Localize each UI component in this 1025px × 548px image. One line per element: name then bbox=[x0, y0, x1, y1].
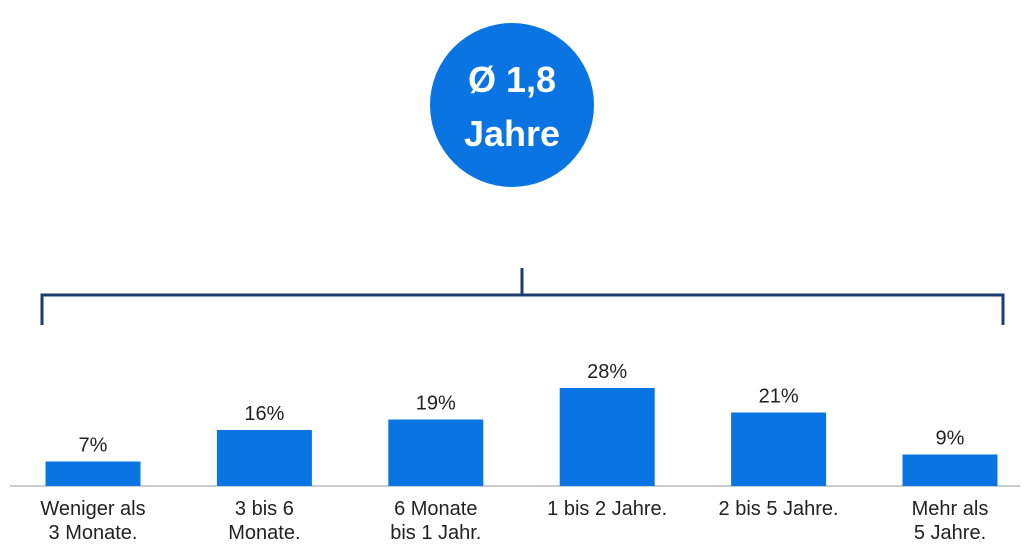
category-label: Weniger als bbox=[40, 498, 145, 520]
bar bbox=[559, 388, 655, 486]
value-label: 9% bbox=[936, 428, 965, 450]
value-label: 16% bbox=[244, 403, 284, 425]
category-label: 3 Monate. bbox=[49, 522, 138, 544]
average-unit: Jahre bbox=[464, 113, 560, 154]
value-label: 7% bbox=[79, 435, 108, 457]
average-badge bbox=[430, 23, 594, 187]
category-label: Monate. bbox=[228, 522, 300, 544]
category-label: 5 Jahre. bbox=[914, 522, 986, 544]
category-label: 6 Monate bbox=[394, 498, 477, 520]
value-label: 21% bbox=[759, 386, 799, 408]
bracket bbox=[40, 268, 1005, 325]
category-label: 2 bis 5 Jahre. bbox=[719, 498, 839, 520]
bar bbox=[388, 419, 484, 486]
bar bbox=[45, 461, 141, 486]
bar bbox=[216, 430, 312, 486]
category-label: bis 1 Jahr. bbox=[390, 522, 481, 544]
category-label: 1 bis 2 Jahre. bbox=[547, 498, 667, 520]
bar bbox=[902, 454, 998, 486]
category-label: 3 bis 6 bbox=[235, 498, 294, 520]
category-label: Mehr als bbox=[912, 498, 989, 520]
average-value: Ø 1,8 bbox=[468, 59, 556, 100]
bar bbox=[731, 412, 827, 486]
value-label: 19% bbox=[416, 393, 456, 415]
value-label: 28% bbox=[587, 361, 627, 383]
